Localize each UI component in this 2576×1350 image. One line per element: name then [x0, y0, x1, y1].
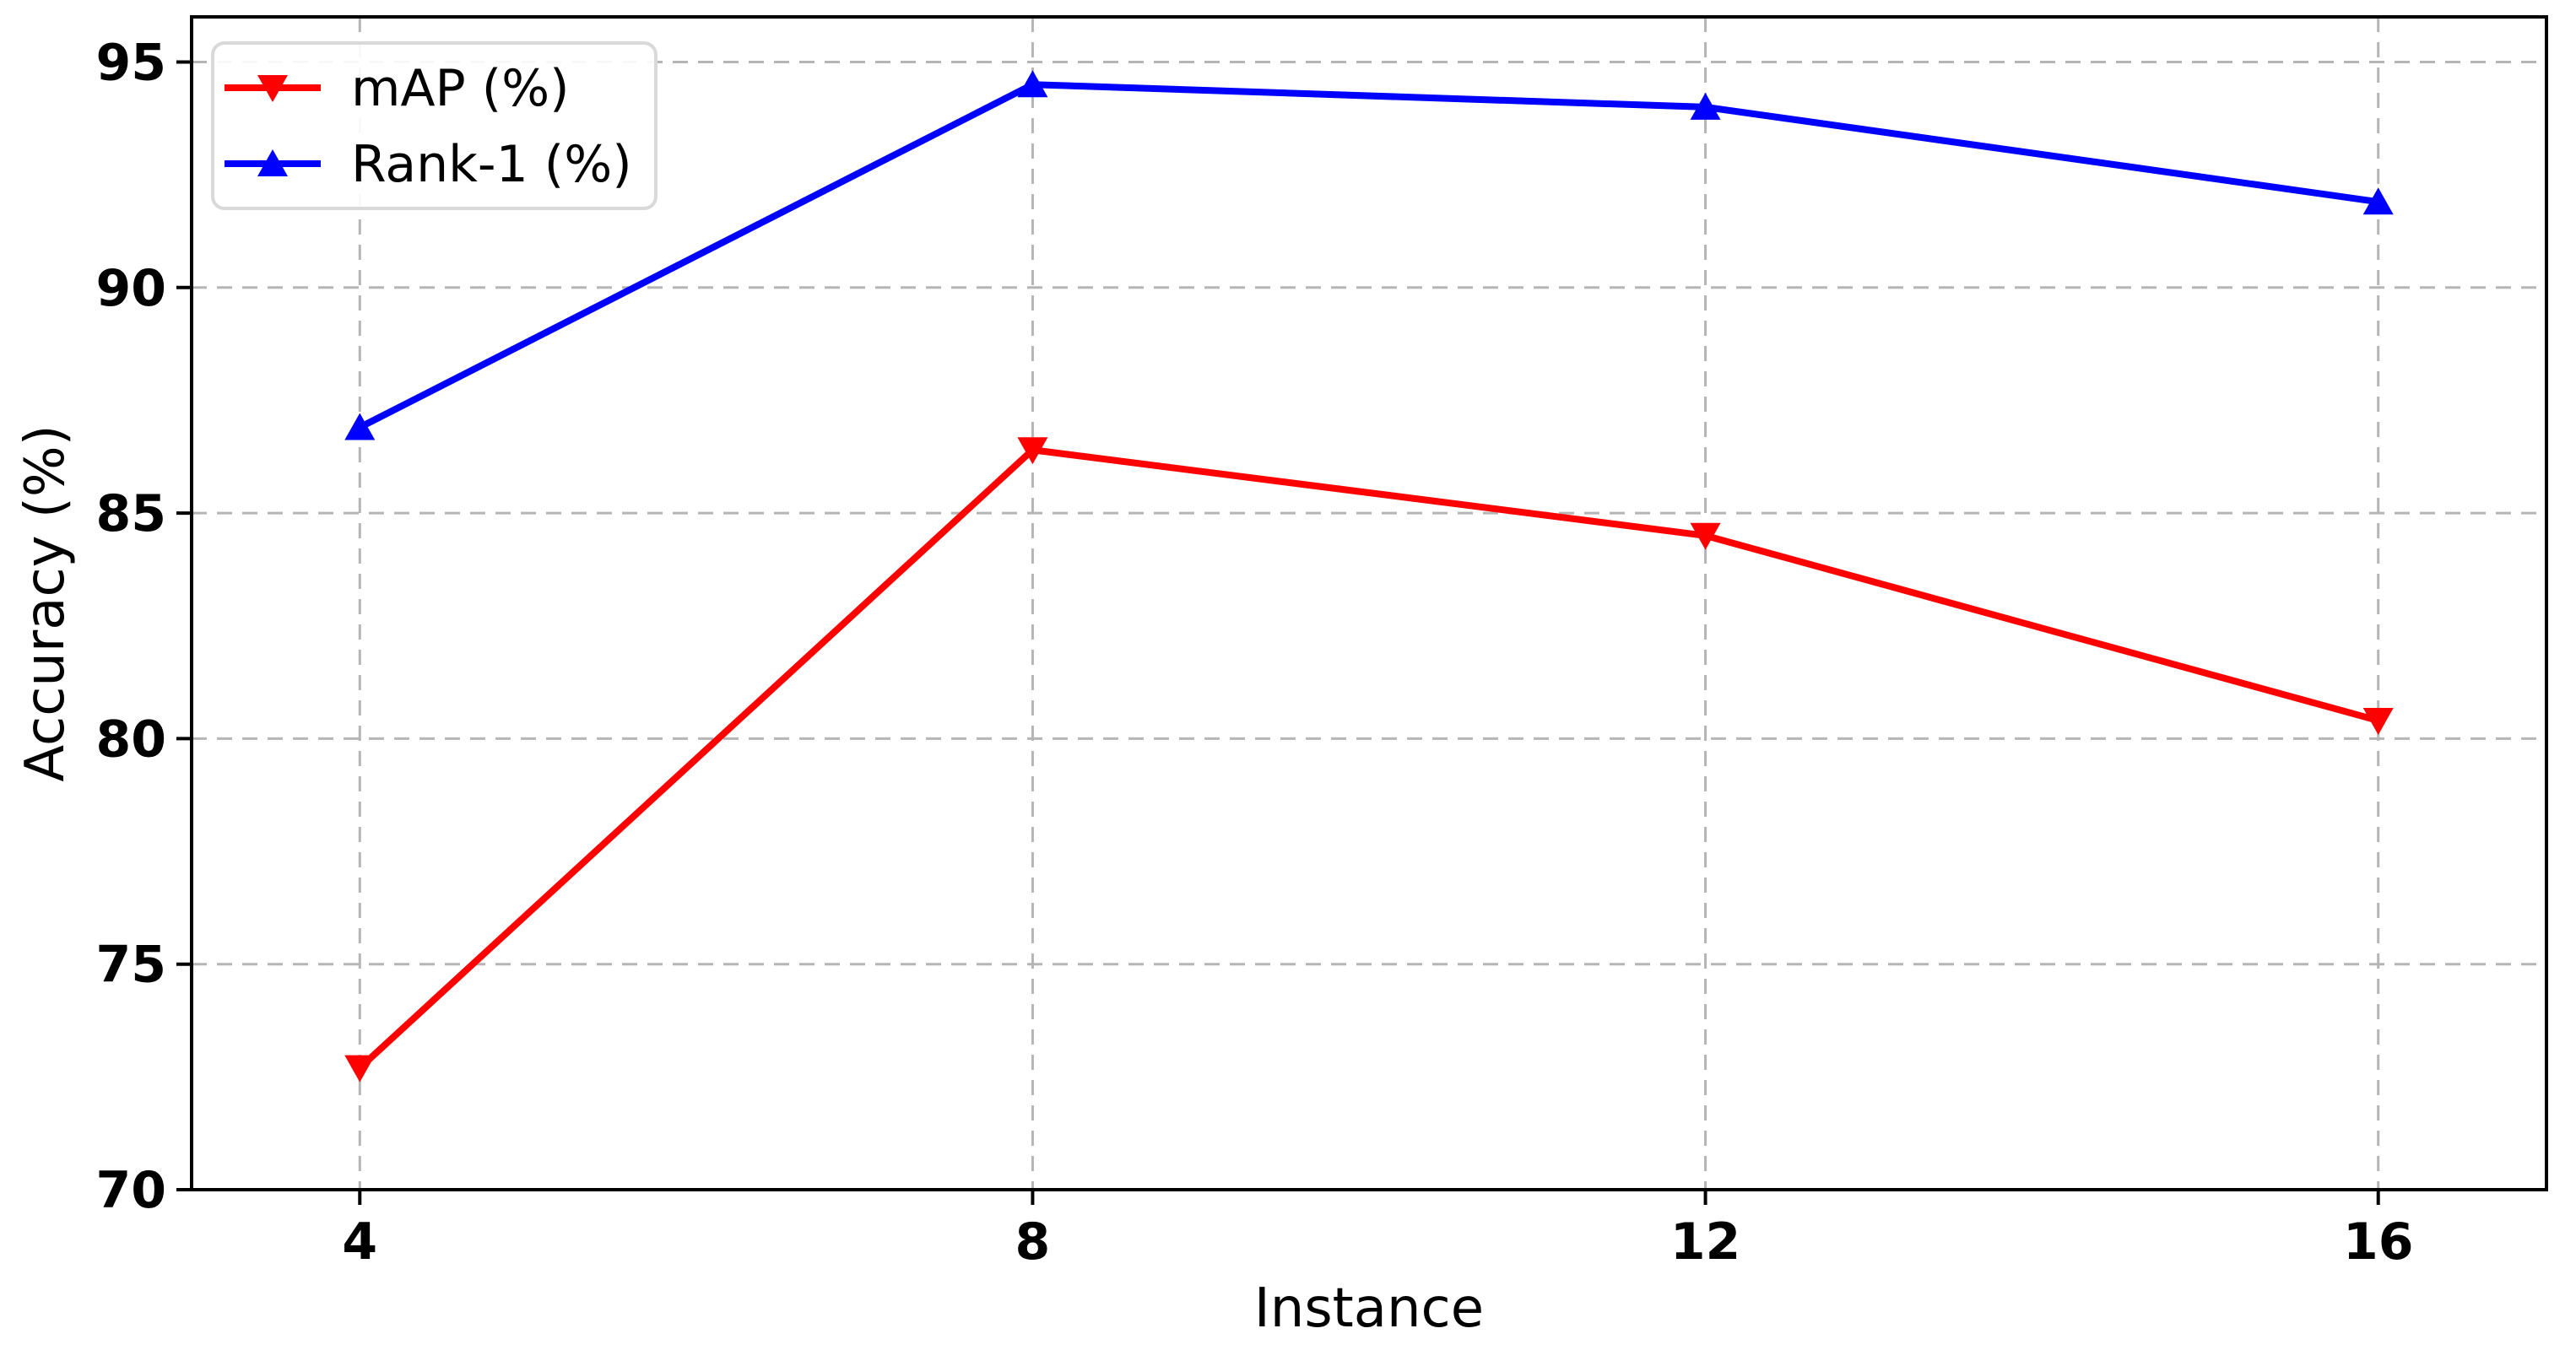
legend-item: Rank-1 (%) — [225, 135, 632, 194]
y-axis-label: Accuracy (%) — [14, 424, 77, 781]
triangle-down-marker — [1017, 437, 1048, 465]
triangle-up-marker — [1690, 92, 1721, 120]
x-tick-label: 16 — [2343, 1212, 2414, 1272]
x-axis-label: Instance — [1254, 1277, 1484, 1340]
triangle-up-marker — [344, 413, 376, 440]
y-tick-label: 70 — [96, 1161, 167, 1220]
y-tick-label: 95 — [96, 33, 167, 92]
triangle-down-marker — [1690, 522, 1721, 550]
x-tick-label: 12 — [1670, 1212, 1741, 1272]
legend-box — [211, 41, 658, 210]
series-map — [344, 437, 2394, 1083]
x-tick-label: 8 — [1015, 1212, 1051, 1272]
y-tick-label: 90 — [96, 259, 167, 318]
legend-label: mAP (%) — [351, 59, 570, 118]
legend: mAP (%) Rank-1 (%) — [211, 41, 658, 210]
series-rank1 — [344, 70, 2394, 440]
triangle-down-marker — [2362, 708, 2394, 735]
legend-label: Rank-1 (%) — [351, 135, 632, 194]
y-tick-label: 80 — [96, 710, 167, 769]
ticks — [176, 60, 2380, 1205]
y-tick-label: 85 — [96, 484, 167, 543]
triangle-down-icon — [257, 75, 288, 102]
series-line — [358, 81, 2379, 431]
series-line — [357, 446, 2379, 1071]
triangle-up-icon — [257, 149, 288, 176]
triangle-up-marker — [2362, 187, 2394, 215]
x-tick-label: 4 — [342, 1212, 377, 1272]
y-tick-label: 75 — [96, 936, 167, 995]
plot-border — [190, 15, 2548, 1191]
legend-item: mAP (%) — [225, 59, 570, 118]
triangle-up-marker — [1017, 70, 1048, 98]
triangle-down-marker — [344, 1055, 376, 1083]
